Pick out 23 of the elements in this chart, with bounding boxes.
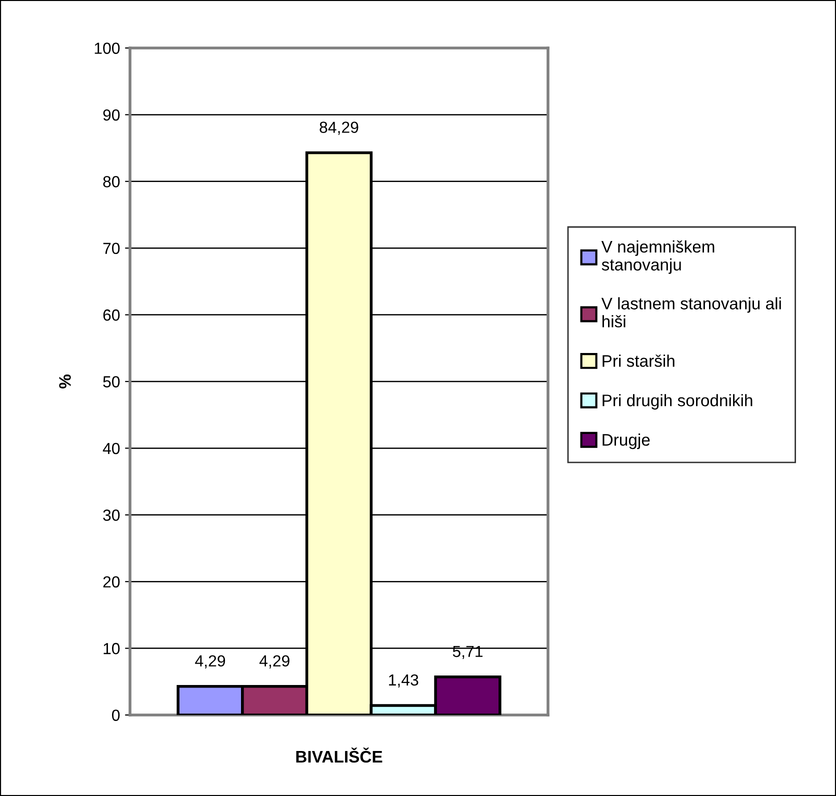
y-tick-label: 30: [103, 510, 120, 521]
y-tick-label: 70: [103, 242, 120, 254]
y-tick-label: 60: [103, 309, 120, 321]
y-axis-title: %: [59, 374, 71, 388]
y-tick-label: 40: [102, 442, 120, 454]
legend-label: Pri starših: [602, 354, 674, 367]
y-tick-label: 100: [94, 42, 120, 54]
data-label: 4,29: [195, 655, 226, 668]
data-label: 5,71: [452, 646, 483, 659]
data-label: 1,43: [389, 674, 418, 688]
y-tick-label: 80: [103, 176, 120, 188]
legend-label: V lastnem stanovanju ali hiši: [601, 297, 781, 328]
x-axis-title: BIVALIŠČE: [296, 748, 382, 763]
data-label: 4,29: [259, 655, 290, 668]
y-tick-label: 90: [103, 109, 120, 121]
y-tick-label: 10: [104, 642, 120, 654]
y-tick-label: 0: [112, 710, 120, 721]
legend-label: Pri drugih sorodnikih: [602, 394, 752, 410]
y-tick-label: 50: [103, 376, 120, 388]
legend-label: V najemniškem stanovanju: [601, 240, 714, 274]
data-label: 84,29: [320, 122, 358, 135]
y-tick-label: 20: [103, 576, 120, 588]
legend-label: Drugje: [602, 434, 650, 450]
